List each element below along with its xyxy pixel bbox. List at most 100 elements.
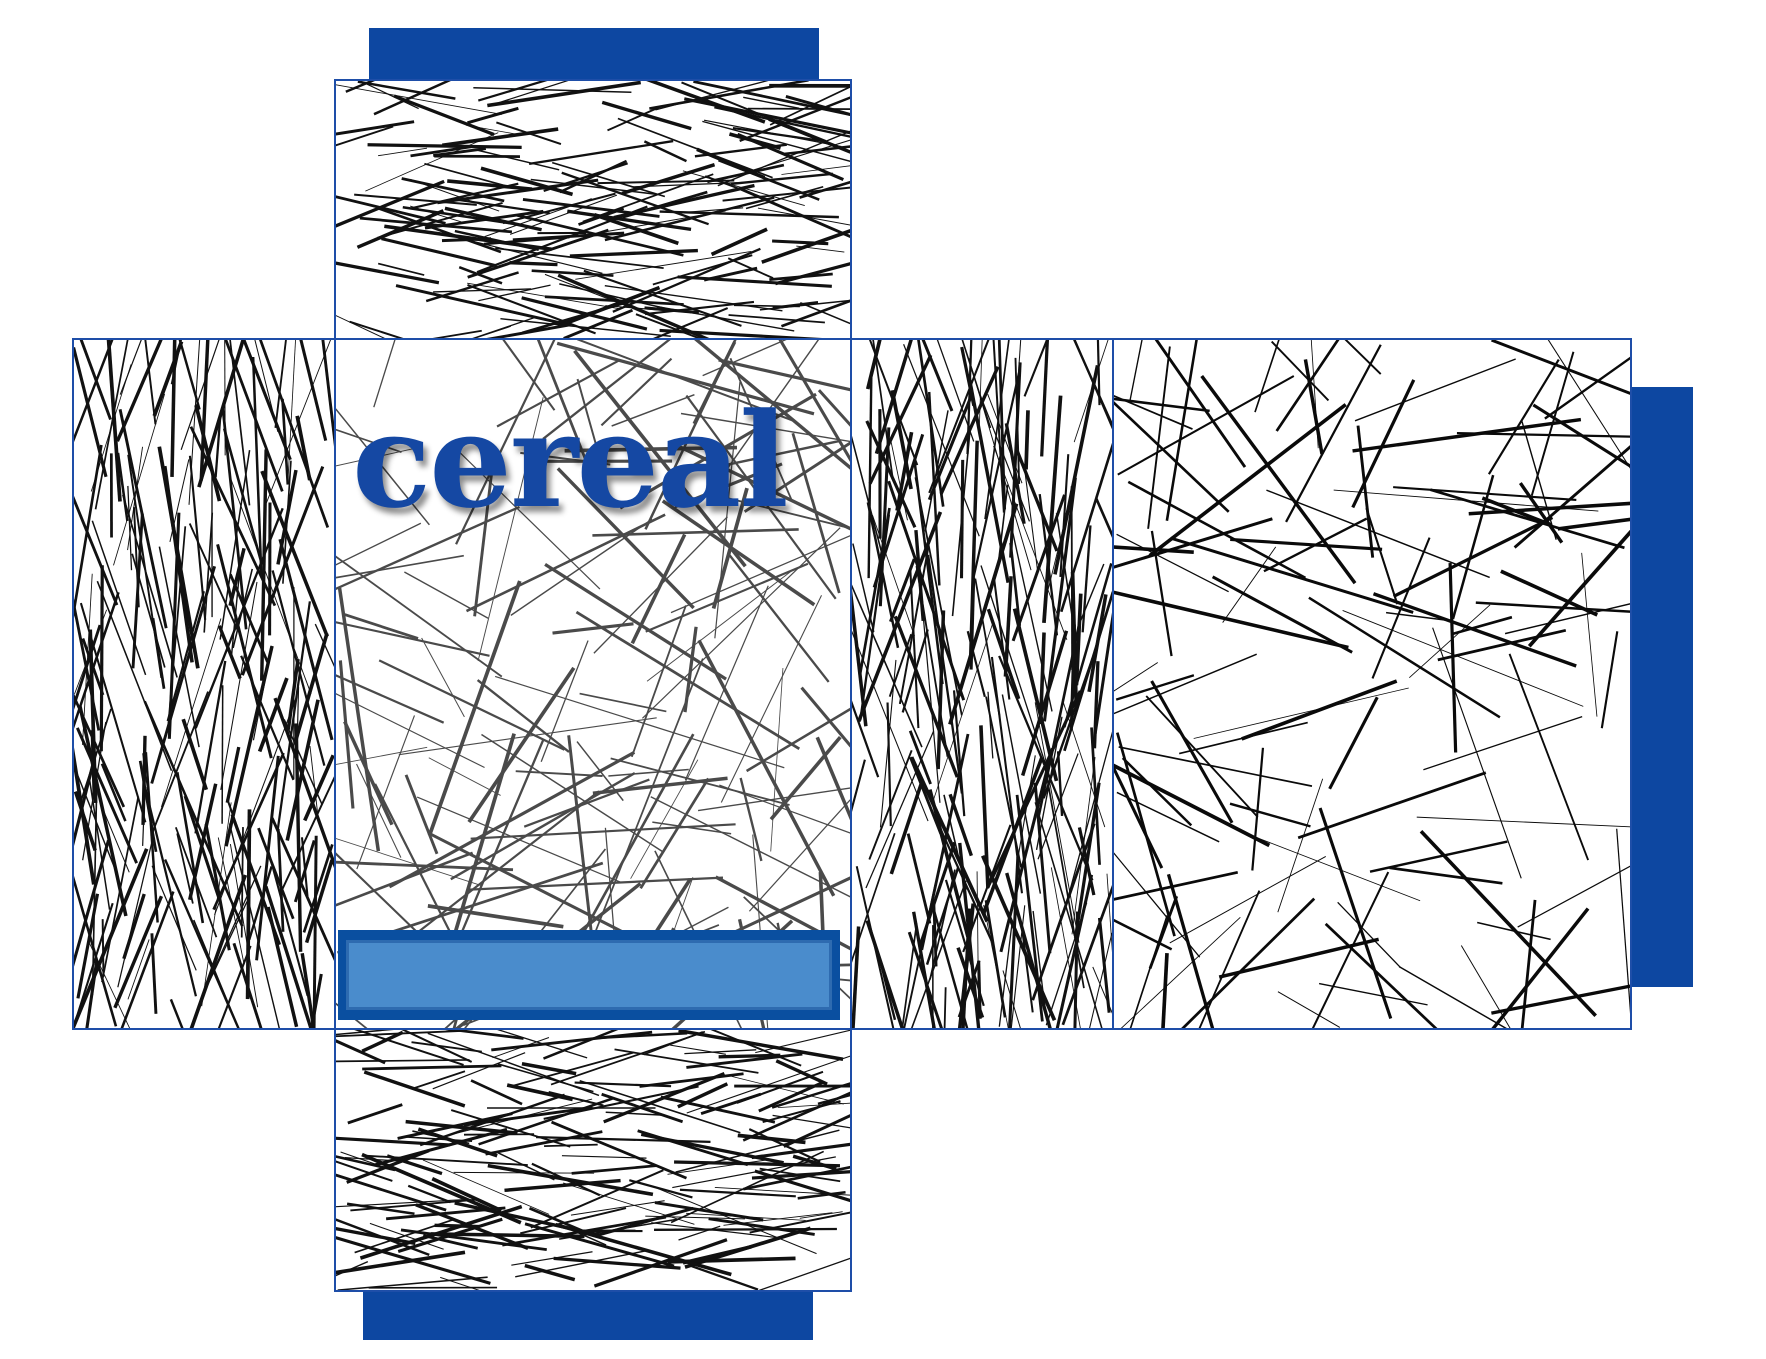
scribble-stroke xyxy=(401,1030,473,1063)
scribble-stroke xyxy=(677,275,832,288)
scribble-stroke xyxy=(1211,575,1353,654)
scribble-stroke xyxy=(232,568,254,649)
scribble-stroke xyxy=(1517,865,1630,928)
scribble-stroke xyxy=(336,1226,416,1246)
scribble-stroke xyxy=(743,1165,850,1191)
scribble-stroke xyxy=(509,261,558,267)
scribble-stroke xyxy=(557,273,710,338)
scribble-stroke xyxy=(1065,731,1112,904)
scribble-stroke xyxy=(855,866,895,1028)
scribble-stroke xyxy=(424,162,513,189)
scribble-stroke xyxy=(477,149,560,171)
scribble-stroke xyxy=(611,393,695,427)
scribble-stroke xyxy=(304,859,334,944)
scribble-stroke xyxy=(220,581,258,790)
scribble-stroke xyxy=(432,1052,526,1090)
scribble-stroke xyxy=(1114,918,1173,951)
scribble-stroke xyxy=(74,747,96,885)
scribble-stroke xyxy=(138,760,158,853)
scribble-stroke xyxy=(569,248,698,258)
scribble-stroke xyxy=(1120,917,1241,1028)
scribble-stroke xyxy=(723,1212,833,1226)
scribble-stroke xyxy=(852,832,896,963)
scribble-stroke xyxy=(778,340,850,462)
scribble-stroke xyxy=(817,389,850,427)
scribble-stroke xyxy=(221,685,224,824)
scribble-stroke xyxy=(903,344,980,537)
scribble-stroke xyxy=(336,621,490,657)
scribble-stroke xyxy=(559,159,628,194)
scribble-stroke xyxy=(769,86,850,126)
scribble-stroke xyxy=(1034,802,1103,1028)
scribble-stroke xyxy=(467,666,576,824)
scribble-stroke xyxy=(465,513,666,613)
scribble-stroke xyxy=(74,495,119,606)
scribble-stroke xyxy=(1409,604,1491,679)
scribble-stroke xyxy=(889,780,924,875)
scribble-stroke xyxy=(367,143,522,149)
scribble-stroke xyxy=(1129,340,1143,401)
scribble-stroke xyxy=(502,192,616,225)
scribble-stroke xyxy=(943,794,967,890)
scribble-stroke xyxy=(553,1256,681,1270)
scribble-stroke xyxy=(1342,610,1584,707)
scribble-stroke xyxy=(122,893,146,960)
scribble-stroke xyxy=(470,1079,523,1106)
scribble-stroke xyxy=(224,340,226,456)
scribble-stroke xyxy=(1451,474,1495,620)
scribble-stroke xyxy=(1270,340,1330,402)
scribble-stroke xyxy=(772,1114,850,1129)
scribble-stroke xyxy=(398,717,657,756)
scribble-stroke xyxy=(74,693,126,808)
scribble-stroke xyxy=(649,81,809,110)
scribble-stroke xyxy=(349,320,404,338)
scribble-stroke xyxy=(266,906,299,1028)
scribble-stroke xyxy=(697,787,850,812)
scribble-stroke xyxy=(357,81,456,100)
scribble-stroke xyxy=(1148,895,1179,969)
scribble-stroke xyxy=(727,553,830,683)
scribble-stroke xyxy=(915,565,949,757)
scribble-stroke xyxy=(377,262,425,276)
scribble-stroke xyxy=(74,598,101,731)
scribble-pattern xyxy=(1114,340,1630,1028)
scribble-stroke xyxy=(337,587,381,852)
scribble-stroke xyxy=(1229,802,1311,828)
scribble-stroke xyxy=(1092,966,1112,1014)
scribble-stroke xyxy=(255,755,280,961)
scribble-pattern xyxy=(852,340,1112,1028)
scribble-stroke xyxy=(630,605,687,758)
scribble-stroke xyxy=(927,392,974,501)
scribble-stroke xyxy=(714,381,741,639)
scribble-stroke xyxy=(635,313,702,338)
scribble-stroke xyxy=(303,754,334,822)
scribble-stroke xyxy=(1061,884,1112,1026)
scribble-stroke xyxy=(576,741,624,802)
scribble-stroke xyxy=(976,871,979,972)
scribble-stroke xyxy=(898,547,930,705)
scribble-stroke xyxy=(918,841,957,946)
scribble-stroke xyxy=(1009,542,1022,626)
scribble-stroke xyxy=(476,679,570,753)
scribble-stroke xyxy=(1127,480,1307,580)
scribble-stroke xyxy=(118,408,168,629)
scribble-stroke xyxy=(1055,874,1094,1028)
scribble-stroke xyxy=(1150,530,1173,657)
scribble-stroke xyxy=(344,613,419,640)
scribble-stroke xyxy=(122,494,178,678)
scribble-stroke xyxy=(430,1232,585,1239)
scribble-stroke xyxy=(1059,454,1070,577)
scribble-stroke xyxy=(1114,662,1159,692)
scribble-stroke xyxy=(1369,840,1508,873)
scribble-stroke xyxy=(336,555,503,678)
scribble-stroke xyxy=(264,885,313,1028)
scribble-stroke xyxy=(285,699,320,841)
scribble-stroke xyxy=(336,746,428,765)
scribble-stroke xyxy=(1077,827,1096,896)
scribble-stroke xyxy=(952,690,966,817)
scribble-pattern xyxy=(336,1030,850,1290)
bottom-glue-tab xyxy=(363,1290,813,1340)
scribble-stroke xyxy=(472,317,535,338)
scribble-stroke xyxy=(1001,694,1042,894)
scribble-stroke xyxy=(784,145,850,156)
